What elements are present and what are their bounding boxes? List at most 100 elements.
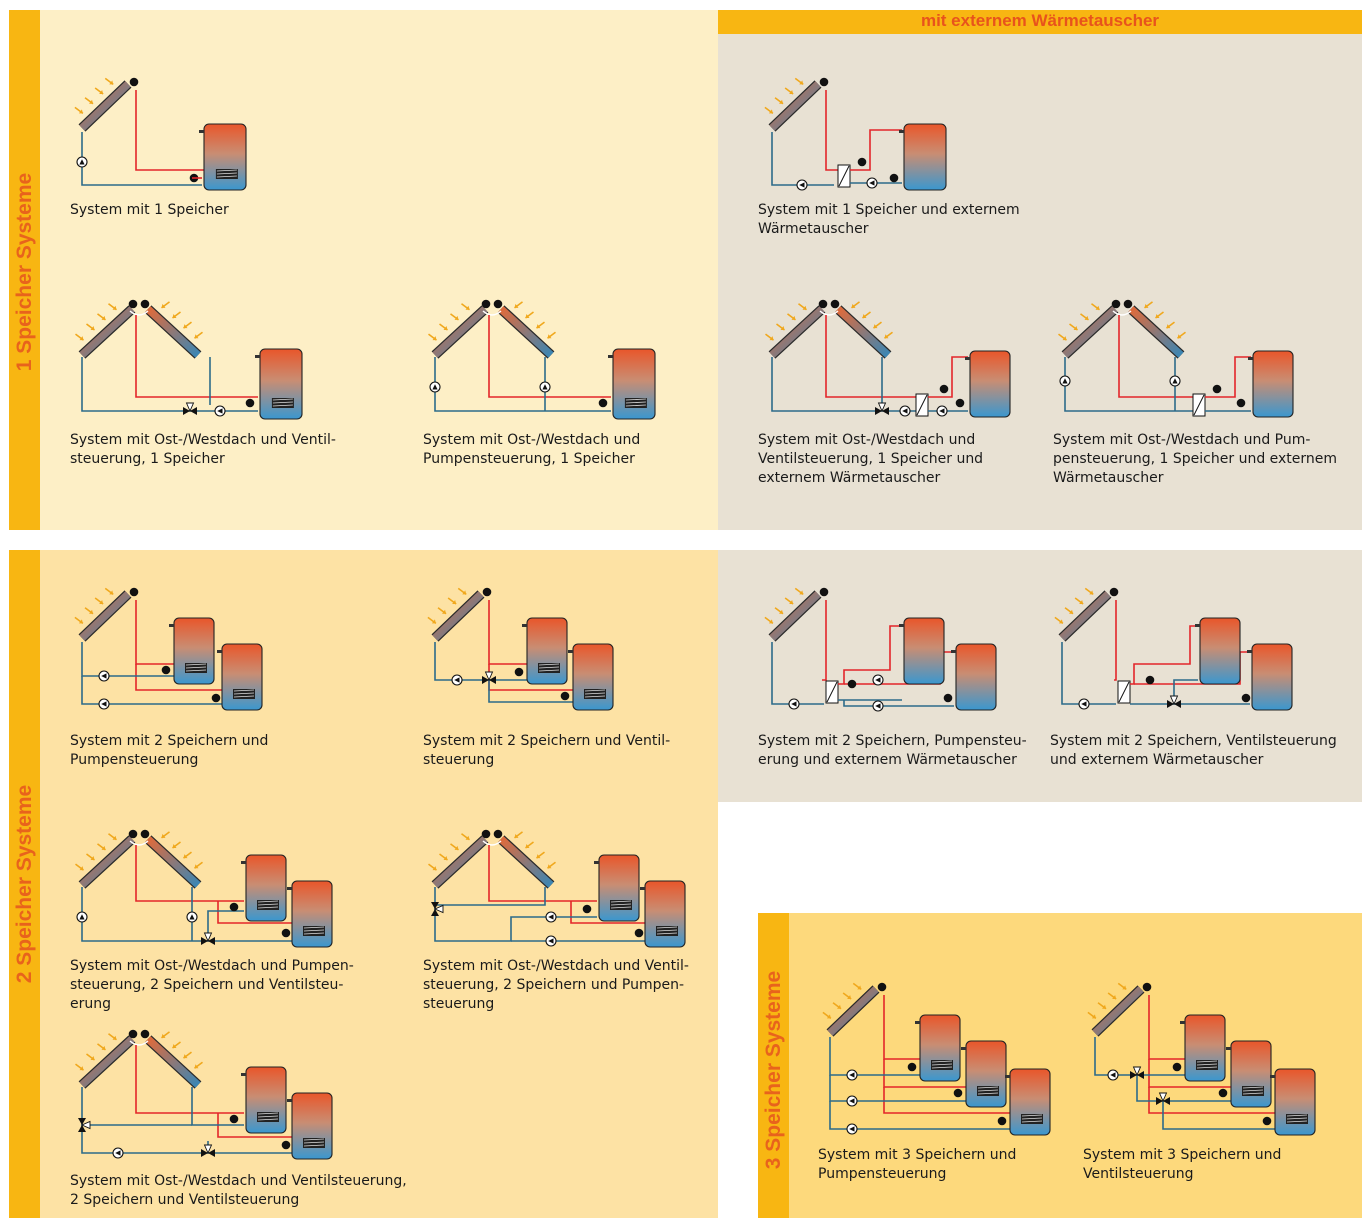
solar-collector [79,81,131,131]
storage-tank [612,348,656,420]
cold-pipe [771,132,834,186]
group-label-2: 2 Speicher Systeme [13,784,36,984]
valve-icon [875,407,882,415]
coil-line [538,666,560,669]
coil-line [272,398,293,401]
caption-single-exchanger: System mit 1 Speicher und externem Wärmet… [758,201,1020,239]
cold-pipe [81,357,258,412]
diagram-single-1 [74,77,247,191]
sun-ray-icon [443,855,448,860]
caption-line: und externem Wärmetauscher [1050,752,1264,768]
sensor-icon [847,679,857,689]
valve-port-icon [877,402,887,413]
cold-pipe [1061,642,1116,705]
cold-pipe [434,357,611,412]
cold-pipe [81,1087,294,1154]
heating-coil-icon [656,926,678,936]
hot-pipe [1148,1087,1275,1114]
caption-line: Ventilsteuerung [1083,1166,1194,1182]
caption-ew-valve-1: System mit Ost-/Westdach und Ventil-steu… [70,431,336,469]
valve-port-icon [185,402,195,413]
valve-port-icon [1158,1092,1168,1103]
coil-line [303,926,325,929]
coil-line [257,1115,279,1118]
heating-coil-icon [215,169,238,179]
coil-line [1021,1114,1043,1117]
sensor-icon [481,299,491,309]
sun-ray-icon [768,109,773,114]
caption-line: 2 Speichern und Ventilsteuerung [70,1192,300,1208]
valve-icon [78,1125,86,1132]
pump-arrow-icon [875,703,881,709]
sun-ray-icon [826,1014,831,1019]
sun-ray-icon [89,99,94,104]
caption-line: System mit 1 Speicher und externem [758,202,1020,218]
sun-ray-icon [1155,314,1160,319]
sensor-icon [493,829,503,839]
pump-arrow-icon [217,408,223,414]
collector-joint [482,310,502,316]
sun-ray-icon [161,303,166,308]
pump-arrow-icon [791,701,797,707]
sun-ray-icon [547,334,552,339]
pump-arrow-icon [101,673,107,679]
heat-exchanger-diagonal [826,681,838,703]
sun-ray-icon [432,866,437,871]
sun-ray-icon [1177,334,1182,339]
sensor-icon [140,1029,150,1039]
sensor-icon [140,299,150,309]
sensor-icon [560,691,570,701]
tank-port [951,650,956,653]
caption-3-valve: System mit 3 Speichern und Ventilsteuerun… [1083,1146,1281,1184]
sun-ray-icon [194,864,199,869]
sensor-icon [211,693,221,703]
tank-port [899,624,904,627]
sun-ray-icon [112,305,117,310]
sensor-icon [997,1116,1007,1126]
group-label-1: 1 Speicher Systeme [13,172,36,372]
hot-pipe [825,90,840,171]
sensor-icon [229,902,239,912]
caption-line: System mit Ost-/Westdach und Ventilsteue… [70,1173,407,1189]
storage-tank [965,1040,1007,1108]
solar-collector [1059,591,1111,641]
pump-arrow-icon [1172,378,1178,384]
coil-line [257,1112,279,1115]
sun-ray-icon [1058,619,1063,624]
sun-ray-icon [514,833,519,838]
coil-line [185,663,207,666]
pump-arrow-icon [115,1150,121,1156]
heating-coil-icon [1021,1114,1043,1124]
sensor-icon [830,299,840,309]
cold-pipe [434,887,597,942]
sun-ray-icon [90,1055,95,1060]
sun-ray-icon [791,315,796,320]
solar-collector [145,836,201,888]
coil-line [303,929,325,932]
tank-port [608,355,613,358]
sun-ray-icon [799,590,804,595]
sun-ray-icon [1144,303,1149,308]
storage-tank [173,617,215,685]
sun-ray-icon [431,619,436,624]
caption-line: externem Wärmetauscher [758,470,941,486]
sun-ray-icon [79,1066,84,1071]
solar-collector [432,591,484,641]
cold-pipe [81,642,174,677]
coil-line [977,1086,999,1089]
sun-ray-icon [183,854,188,859]
pump-arrow-icon [548,914,554,920]
sensor-icon [140,829,150,839]
tank-port [1180,1021,1185,1024]
group-bar-1 [9,10,40,530]
caption-2-pump-exchanger: System mit 2 Speichern, Pumpensteu-erung… [758,732,1027,770]
caption-ew-valve-1-exchanger: System mit Ost-/Westdach und Ventilsteuer… [758,431,983,488]
solar-collector [145,1036,201,1088]
solar-collector [79,306,135,358]
hot-pipe [850,129,902,171]
sun-ray-icon [172,844,177,849]
valve-icon [1156,1097,1163,1105]
hot-pipe [217,901,294,924]
sun-ray-icon [779,99,784,104]
sensor-icon [1218,1088,1228,1098]
